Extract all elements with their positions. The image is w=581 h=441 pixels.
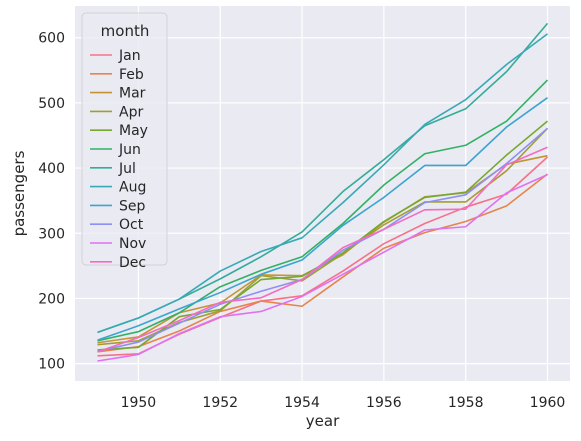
series-line-aug xyxy=(97,33,548,334)
y-tick-label: 100 xyxy=(38,357,65,373)
legend-label-sep: Sep xyxy=(119,198,146,214)
x-tick-label: 1958 xyxy=(448,395,484,411)
legend-label-nov: Nov xyxy=(119,236,146,252)
legend-label-aug: Aug xyxy=(119,180,146,196)
y-tick-label: 400 xyxy=(38,161,65,177)
series-line-sep xyxy=(97,97,548,341)
series-line-dec xyxy=(97,146,548,353)
legend-label-oct: Oct xyxy=(119,217,144,233)
series-line-nov xyxy=(97,173,548,362)
legend-label-dec: Dec xyxy=(119,255,146,271)
legend-frame xyxy=(81,12,168,266)
legend-items: Jan Feb Mar Apr May Jun Jul Aug Sep Oct Nov Dec xyxy=(90,48,148,271)
y-tick-label: 300 xyxy=(38,226,65,242)
legend-label-jul: Jul xyxy=(118,161,136,177)
legend: month Jan Feb Mar Apr May Jun Jul Aug Sep Oct Nov D… xyxy=(81,12,168,271)
x-tick-label: 1952 xyxy=(202,395,238,411)
legend-title: month xyxy=(101,22,150,40)
x-tick-label: 1950 xyxy=(121,395,157,411)
series-line-feb xyxy=(97,173,548,353)
y-tick-label: 200 xyxy=(38,291,65,307)
series-line-jun xyxy=(97,79,549,342)
series-line-oct xyxy=(97,127,549,353)
x-axis-label: year xyxy=(306,412,340,430)
x-tick-label: 1956 xyxy=(366,395,402,411)
x-tick-label: 1954 xyxy=(284,395,320,411)
y-axis-ticks: 100 200 300 400 500 600 xyxy=(38,31,65,373)
legend-label-feb: Feb xyxy=(119,67,144,83)
legend-label-mar: Mar xyxy=(119,86,146,102)
legend-label-may: May xyxy=(119,123,148,139)
series-lines xyxy=(97,22,549,362)
y-axis-label: passengers xyxy=(10,150,28,236)
x-axis-ticks: 1950 1952 1954 1956 1958 1960 xyxy=(121,395,566,411)
x-tick-label: 1960 xyxy=(530,395,566,411)
y-tick-label: 500 xyxy=(38,96,65,112)
legend-label-apr: Apr xyxy=(119,104,143,120)
legend-label-jan: Jan xyxy=(118,48,141,64)
legend-label-jun: Jun xyxy=(118,142,141,158)
y-tick-label: 600 xyxy=(38,31,65,47)
